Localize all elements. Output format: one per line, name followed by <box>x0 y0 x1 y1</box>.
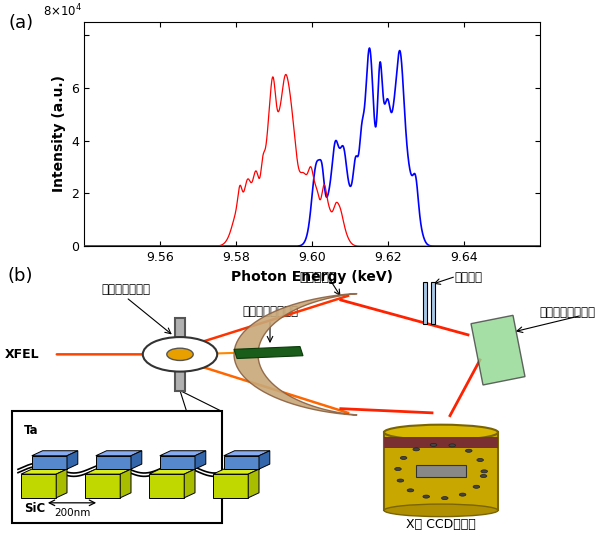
Polygon shape <box>120 469 131 498</box>
X-axis label: Photon Energy (keV): Photon Energy (keV) <box>231 269 393 283</box>
Polygon shape <box>85 469 131 474</box>
Circle shape <box>473 485 479 489</box>
Circle shape <box>442 497 448 500</box>
Polygon shape <box>32 456 67 469</box>
Text: シリコン分光結晶: シリコン分光結晶 <box>539 306 595 319</box>
Polygon shape <box>131 451 142 469</box>
Polygon shape <box>149 474 184 498</box>
Bar <box>384 432 498 510</box>
Polygon shape <box>224 451 270 456</box>
Polygon shape <box>213 469 259 474</box>
Text: (b): (b) <box>7 267 33 285</box>
Circle shape <box>477 458 484 461</box>
Ellipse shape <box>384 425 498 440</box>
Polygon shape <box>96 451 142 456</box>
Circle shape <box>143 337 217 372</box>
Text: 透過型回折格子: 透過型回折格子 <box>101 283 151 296</box>
Polygon shape <box>234 347 303 359</box>
Polygon shape <box>67 451 78 469</box>
Circle shape <box>466 449 472 452</box>
Circle shape <box>395 467 401 471</box>
Circle shape <box>407 489 414 492</box>
Polygon shape <box>160 451 206 456</box>
Circle shape <box>480 474 487 478</box>
Bar <box>423 282 427 324</box>
Text: $8{\times}10^4$: $8{\times}10^4$ <box>43 3 82 19</box>
Circle shape <box>481 470 488 473</box>
Circle shape <box>400 457 407 459</box>
Polygon shape <box>160 456 195 469</box>
Circle shape <box>449 444 455 447</box>
Polygon shape <box>213 474 248 498</box>
Polygon shape <box>248 469 259 498</box>
Text: XFEL: XFEL <box>5 348 40 361</box>
Polygon shape <box>96 456 131 469</box>
Polygon shape <box>195 451 206 469</box>
Ellipse shape <box>384 504 498 517</box>
Polygon shape <box>471 315 525 385</box>
Polygon shape <box>21 469 67 474</box>
Text: ビームストッパー: ビームストッパー <box>242 305 298 318</box>
Text: X線 CCDカメラ: X線 CCDカメラ <box>406 518 476 531</box>
Polygon shape <box>234 294 357 415</box>
Text: (a): (a) <box>9 14 34 31</box>
Polygon shape <box>259 451 270 469</box>
Polygon shape <box>85 474 120 498</box>
Polygon shape <box>184 469 195 498</box>
Bar <box>416 465 466 478</box>
Bar <box>384 437 498 447</box>
Circle shape <box>423 495 430 498</box>
Text: 亜邉薄膜: 亜邉薄膜 <box>454 270 482 283</box>
Circle shape <box>460 493 466 496</box>
Polygon shape <box>32 451 78 456</box>
Text: 200nm: 200nm <box>54 508 90 518</box>
Bar <box>431 282 435 324</box>
Bar <box>175 318 185 391</box>
Text: SiC: SiC <box>24 503 45 516</box>
Text: 楕円ミラー: 楕円ミラー <box>299 270 337 283</box>
Polygon shape <box>149 469 195 474</box>
Polygon shape <box>56 469 67 498</box>
Text: Ta: Ta <box>24 425 38 438</box>
Polygon shape <box>224 456 259 469</box>
Circle shape <box>430 443 437 446</box>
Circle shape <box>413 448 419 451</box>
Polygon shape <box>21 474 56 498</box>
Circle shape <box>167 348 193 360</box>
Bar <box>12 412 222 523</box>
Circle shape <box>397 479 404 482</box>
Y-axis label: Intensity (a.u.): Intensity (a.u.) <box>52 75 65 193</box>
